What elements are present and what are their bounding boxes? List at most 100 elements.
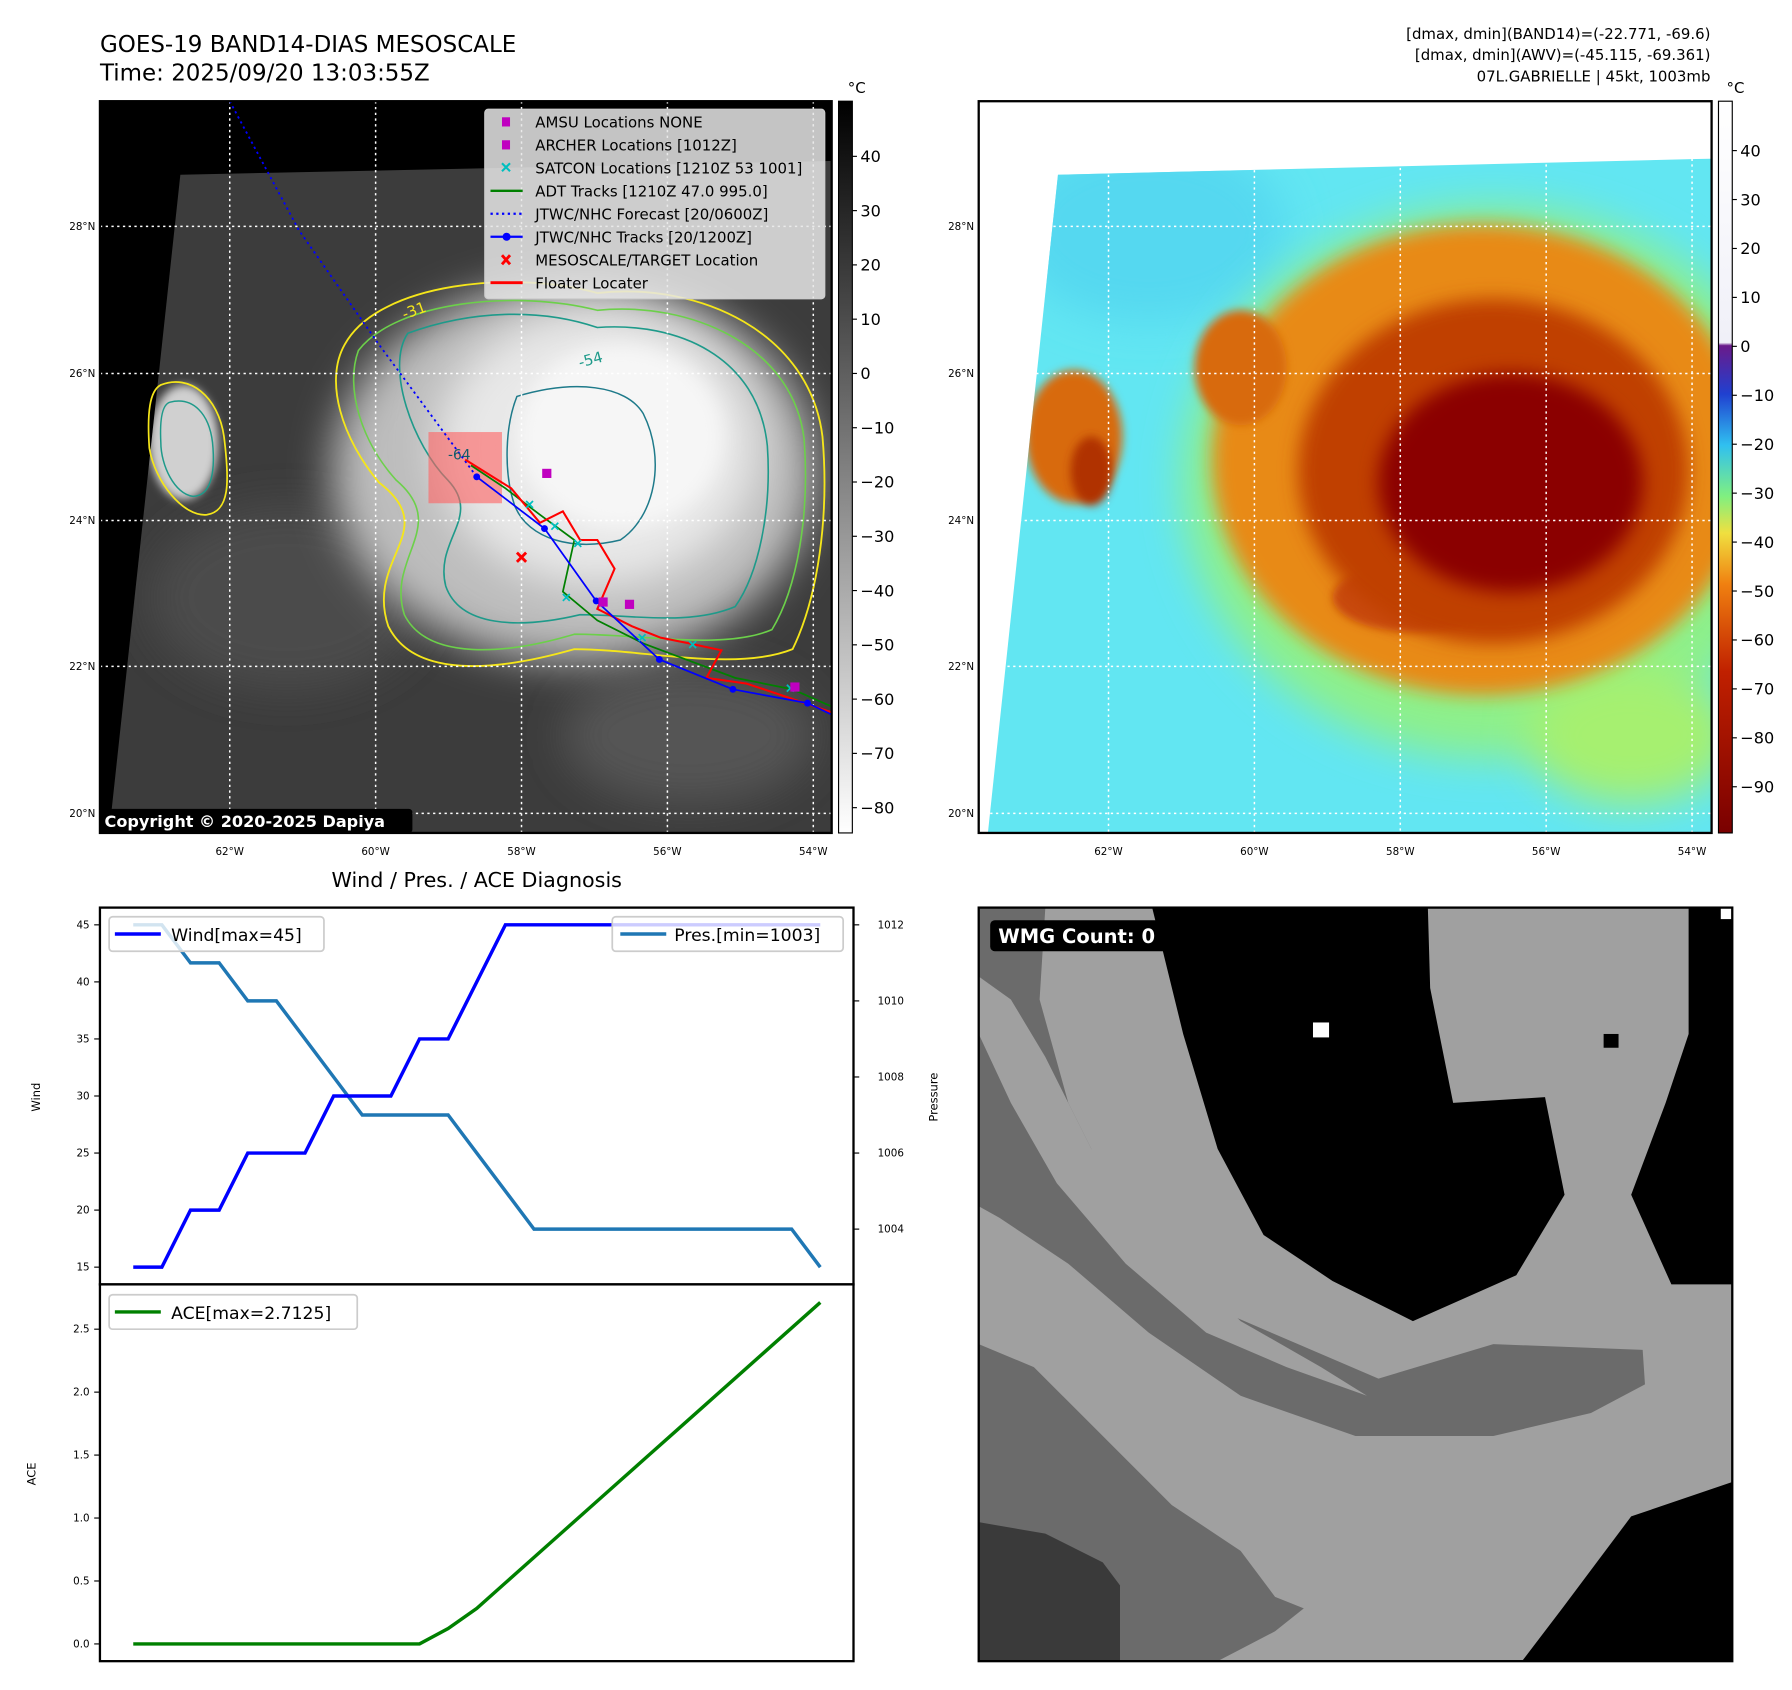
lon-label: 62°W (215, 846, 244, 858)
colorbar-tick-label: −10 (860, 418, 894, 437)
lat-label: 24°N (948, 515, 974, 527)
legend-label: ARCHER Locations [1012Z] (535, 137, 736, 155)
ace-series-line (133, 1301, 822, 1646)
legend-label: JTWC/NHC Tracks [20/1200Z] (534, 228, 752, 246)
archer-points (542, 468, 800, 692)
ace-chart: 0.0 0.5 1.0 1.5 2.0 2.5 ACE ACE[max=2.7125] (25, 1283, 855, 1663)
contour-island-teal (159, 400, 215, 498)
colorbar-tick-label: −80 (860, 798, 894, 817)
wmg-light-band (978, 976, 1367, 1396)
legend-label: ADT Tracks [1210Z 47.0 995.0] (535, 183, 767, 201)
wmg-darkest-corner (978, 1522, 1120, 1662)
colorbar-tick-label: −20 (1740, 435, 1774, 454)
lat-label: 26°N (69, 368, 95, 380)
lon-label: 56°W (1532, 846, 1561, 858)
wind-legend: Wind[max=45] (108, 915, 325, 953)
gridlines (978, 158, 1712, 833)
lat-label: 22°N (69, 661, 95, 673)
lon-label: 62°W (1094, 846, 1123, 858)
lat-label: 24°N (69, 515, 95, 527)
colorbar-tick-label: 0 (860, 364, 870, 383)
colorbar-tick-label: −30 (860, 527, 894, 546)
contours: -31 -54 (147, 281, 826, 667)
colorbar-tick-label: −50 (1740, 582, 1774, 601)
pressure-tick-label: 1010 (878, 995, 904, 1007)
wmg-black-bottom-right (1522, 1481, 1733, 1662)
contour-teal-inner (506, 385, 656, 546)
colorbar-tick-label: −70 (860, 744, 894, 763)
archer-square-icon (501, 140, 511, 150)
lon-label: 60°W (361, 846, 390, 858)
colorbar-tick-label: −10 (1740, 386, 1774, 405)
wmg-count-label: WMG Count: 0 (998, 925, 1155, 948)
info-storm: 07L.GABRIELLE | 45kt, 1003mb (1477, 68, 1711, 86)
colorbar-tick-label: 20 (860, 256, 880, 275)
colorbar-tick-label: −20 (860, 473, 894, 492)
colorbar-tick-label: −30 (1740, 484, 1774, 503)
lat-label: 26°N (948, 368, 974, 380)
colorbar-tick-label: −60 (860, 690, 894, 709)
colorbar-tick-label: −80 (1740, 729, 1774, 748)
ace-legend-label: ACE[max=2.7125] (171, 1304, 331, 1324)
pressure-tick-label: 1004 (878, 1224, 904, 1236)
ir-map-panel: -31 -54 (98, 100, 833, 835)
ace-axis-label: ACE (25, 1462, 39, 1485)
contour-label: -64 (448, 448, 470, 464)
wmg-black-right (1631, 907, 1733, 1285)
wind-legend-label: Wind[max=45] (171, 926, 302, 946)
wind-tick-label: 20 (76, 1205, 89, 1217)
ace-tick-label: 2.5 (73, 1324, 89, 1336)
pressure-axis-label: Pressure (926, 1073, 940, 1122)
legend-label: SATCON Locations [1210Z 53 1001] (535, 160, 802, 178)
lat-label: 22°N (948, 661, 974, 673)
color-colorbar: °C 40 30 20 10 0 −10 −20 −30 −40 −50 −60 −70 −80 −90 (1717, 79, 1774, 834)
contour-green (352, 299, 807, 651)
wmg-white-pixel (1312, 1022, 1330, 1038)
wmg-black-center (1152, 907, 1565, 1322)
ace-tick-label: 0.0 (73, 1638, 89, 1650)
target-location-marker (515, 551, 528, 563)
colorbar-unit: °C (1727, 79, 1745, 97)
colorbar-tick-label: 10 (860, 310, 880, 329)
colorbar-tick-label: 0 (1740, 337, 1750, 356)
info-awv: [dmax, dmin](AWV)=(-45.115, -69.361) (1415, 46, 1711, 64)
colorbar-tick-label: 30 (1740, 190, 1760, 209)
contour-island-yellow (147, 381, 229, 516)
color-map-axis-labels: 28°N 26°N 24°N 22°N 20°N 62°W 60°W 58°W 56°W 54°W (948, 221, 1706, 858)
lon-label: 56°W (653, 846, 682, 858)
colorbar-tick-label: 20 (1740, 239, 1760, 258)
ir-colorbar: °C 40 30 20 10 0 −10 −20 −30 −40 −50 −60 −70 −80 (837, 79, 894, 834)
colorbar-tick-label: 40 (860, 147, 880, 166)
colorbar-tick-label: −90 (1740, 778, 1774, 797)
jtwc-track-points (473, 473, 811, 707)
lat-label: 28°N (948, 221, 974, 233)
satcon-x-icon (501, 162, 511, 173)
mesoscale-box (428, 432, 502, 504)
tracks (228, 101, 832, 716)
colorbar-tick-label: 10 (1740, 288, 1760, 307)
colorbar-tick-label: −70 (1740, 680, 1774, 699)
wind-tick-label: 35 (76, 1033, 89, 1045)
legend-label: MESOSCALE/TARGET Location (535, 251, 758, 269)
legend-label: Floater Locater (535, 274, 648, 292)
map-legend: AMSU Locations NONE ARCHER Locations [10… (484, 108, 826, 300)
wind-tick-label: 30 (76, 1090, 89, 1102)
lat-label: 20°N (948, 808, 974, 820)
forecast-track (228, 101, 478, 478)
info-band14: [dmax, dmin](BAND14)=(-22.771, -69.6) (1406, 25, 1710, 43)
ir-map-axis-labels: 28°N 26°N 24°N 22°N 20°N 62°W 60°W 58°W 56°W 54°W (69, 221, 827, 858)
lon-label: 60°W (1240, 846, 1269, 858)
colorbar-tick-label: −60 (1740, 631, 1774, 650)
lon-label: 54°W (799, 846, 828, 858)
wmg-panel: WMG Count: 0 (978, 907, 1733, 1662)
contour-label: -54 (576, 348, 604, 372)
pressure-tick-label: 1012 (878, 919, 904, 931)
pressure-tick-label: 1006 (878, 1147, 904, 1159)
lon-label: 54°W (1678, 846, 1707, 858)
wind-tick-label: 15 (76, 1262, 89, 1274)
pressure-legend: Pres.[min=1003] (611, 915, 845, 953)
ace-tick-label: 2.0 (73, 1387, 89, 1399)
figure-time: Time: 2025/09/20 13:03:55Z (99, 61, 430, 87)
